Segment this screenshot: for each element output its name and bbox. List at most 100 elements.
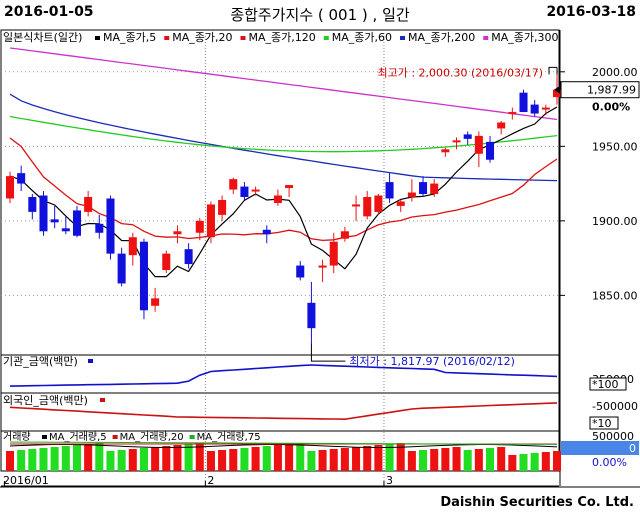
candle-body xyxy=(117,253,126,284)
candle-body xyxy=(285,185,294,189)
volume-bar xyxy=(106,451,115,471)
volume-bar xyxy=(5,451,15,471)
candle-body xyxy=(307,302,316,329)
legend-swatch xyxy=(95,36,100,40)
foreign-scale-box xyxy=(589,416,619,430)
volume-bar xyxy=(218,450,227,471)
volume-bar xyxy=(508,455,517,471)
volume-bar xyxy=(419,450,428,471)
start-date: 2016-01-05 xyxy=(4,4,94,20)
candle-body xyxy=(229,179,238,190)
last-value-pointer xyxy=(554,85,560,94)
volume-bar xyxy=(184,444,193,471)
candle-body xyxy=(463,134,472,139)
y-tick-label: 1900.00 xyxy=(592,215,638,228)
volume-bar xyxy=(28,449,37,471)
candle-body xyxy=(106,198,115,254)
candle-body xyxy=(474,135,483,154)
candle-body xyxy=(441,149,450,153)
volume-bar xyxy=(452,447,461,471)
legend-swatch xyxy=(400,36,406,40)
candle-body xyxy=(95,223,104,233)
chart-title: 종합주가지수 ( 001 ) , 일간 xyxy=(230,6,410,24)
volume-bar xyxy=(173,445,182,471)
candle-body xyxy=(139,241,148,311)
last-value: 1,987.99 xyxy=(587,84,636,97)
candle-body xyxy=(262,229,271,235)
y-tick-label: 2000.00 xyxy=(592,66,638,79)
candle-body xyxy=(5,176,15,199)
volume-bar xyxy=(117,450,126,471)
y-tick-label: 1950.00 xyxy=(592,140,638,153)
volume-bar xyxy=(463,450,472,471)
candle-body xyxy=(61,228,70,232)
candle-body xyxy=(385,182,394,199)
volume-bar xyxy=(285,444,294,471)
volume-bar xyxy=(72,445,81,471)
company-footer: Daishin Securities Co. Ltd. xyxy=(440,495,634,510)
candle-body xyxy=(72,210,81,236)
candle-body xyxy=(552,89,562,98)
volume-bar xyxy=(139,448,148,471)
volume-bar xyxy=(474,449,483,471)
ma60-line xyxy=(9,115,558,153)
low-annotation: 최저가 : 1,817.97 (2016/02/12) xyxy=(349,355,515,368)
volume-bar xyxy=(385,444,394,471)
institutional-scale: *100 xyxy=(592,378,619,391)
volume-bar xyxy=(251,447,260,471)
legend-swatch xyxy=(240,36,246,40)
volume-bar xyxy=(39,448,48,471)
candle-body xyxy=(430,183,439,195)
candle-body xyxy=(273,195,282,203)
volume-bar xyxy=(262,446,271,471)
ma300-line xyxy=(9,47,558,121)
foreign-swatch xyxy=(100,398,105,402)
volume-current: 0 xyxy=(629,442,636,455)
foreign-value: -500000 xyxy=(592,400,638,413)
candle-body xyxy=(374,195,383,212)
legend-label: MA_종가,120 xyxy=(249,31,316,44)
y-tick-label: 1850.00 xyxy=(592,289,638,302)
candle-body xyxy=(162,253,171,271)
legend-label: MA_종가,20 xyxy=(172,31,232,44)
volume-bar xyxy=(352,447,361,471)
price-change-pct: 0.00% xyxy=(592,101,630,114)
candle-body xyxy=(396,201,405,206)
volume-bar xyxy=(374,445,383,471)
candle-body xyxy=(452,140,461,143)
last-value-box xyxy=(560,81,640,99)
candle-body xyxy=(541,107,550,110)
legend-label: MA_종가,5 xyxy=(103,31,156,44)
legend-label: MA_종가,60 xyxy=(332,31,392,44)
institutional-scale-box xyxy=(589,377,627,391)
legend-label: MA_종가,200 xyxy=(408,31,475,44)
volume-legend-swatch xyxy=(42,435,47,439)
volume-bar xyxy=(229,449,238,471)
volume-ma75-line xyxy=(9,441,557,445)
low-leader xyxy=(310,343,346,362)
candle-body xyxy=(486,141,495,160)
volume-bar xyxy=(363,446,372,471)
candle-body xyxy=(84,197,93,212)
volume-bar xyxy=(61,446,70,471)
candle-body xyxy=(497,122,506,129)
volume-bar xyxy=(552,451,562,471)
foreign-title: 외국인_금액(백만) xyxy=(3,394,88,407)
candle-body xyxy=(530,104,539,114)
volume-bar xyxy=(497,447,506,471)
volume-bar xyxy=(50,447,59,471)
candle-body xyxy=(251,189,260,192)
end-date: 2016-03-18 xyxy=(546,4,636,20)
volume-bar xyxy=(530,453,539,471)
institutional-line xyxy=(9,364,558,387)
volume-bar xyxy=(329,449,338,471)
volume-bar xyxy=(17,450,26,471)
ma20-line xyxy=(9,137,558,242)
candle-body xyxy=(419,182,428,195)
candle-body xyxy=(363,197,372,217)
volume-bar xyxy=(240,448,249,471)
ma200-line xyxy=(9,93,558,182)
volume-bar xyxy=(151,447,160,471)
candle-body xyxy=(151,298,160,306)
